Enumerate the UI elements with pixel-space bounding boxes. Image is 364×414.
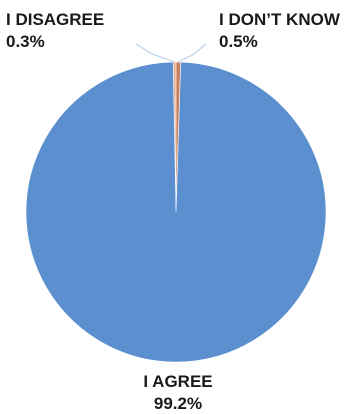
slice-agree [25, 61, 327, 363]
leader-lines [135, 43, 207, 63]
leader-line-dont-know [178, 43, 207, 63]
pie-slices [25, 61, 327, 363]
label-dontknow-value: 0.5% [219, 32, 258, 51]
label-disagree-category: I DISAGREE [6, 10, 104, 29]
leader-line-disagree [135, 43, 175, 63]
label-disagree-value: 0.3% [6, 32, 45, 51]
label-dontknow-category: I DON’T KNOW [219, 10, 341, 29]
label-agree-value: 99.2% [154, 394, 202, 413]
label-agree-category: I AGREE [143, 372, 212, 391]
